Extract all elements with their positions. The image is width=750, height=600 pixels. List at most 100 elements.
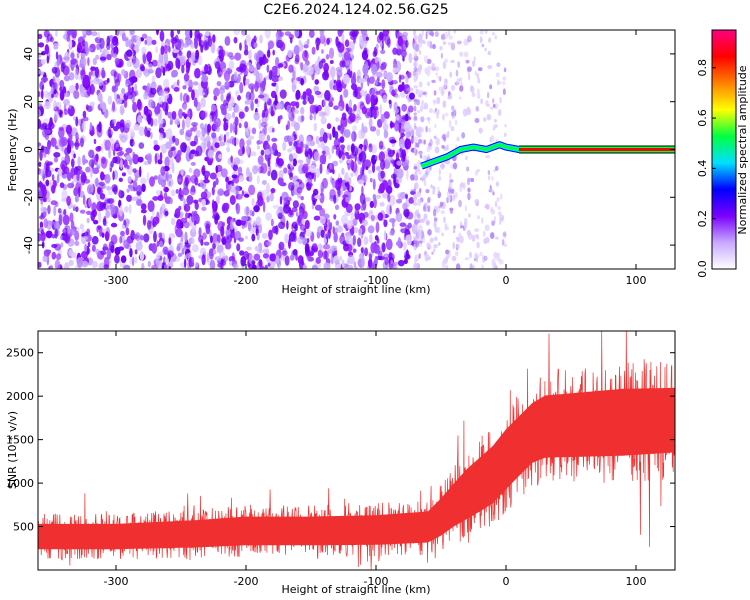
spectrogram-speckle	[255, 216, 262, 226]
spectrogram-speckle	[242, 146, 245, 155]
spectrogram-speckle	[171, 69, 179, 78]
spectrogram-speckle	[176, 30, 181, 35]
spectrogram-speckle	[191, 210, 195, 223]
spectrogram-speckle	[329, 162, 332, 170]
spectrogram-speckle	[381, 40, 384, 51]
spectrogram-speckle	[363, 211, 369, 218]
spectrogram-fade-speckle	[492, 191, 495, 196]
spectrogram-speckle	[331, 145, 335, 154]
spectrogram-fade-speckle	[457, 61, 461, 68]
spectrogram-speckle	[177, 252, 183, 257]
spectrogram-speckle	[120, 158, 123, 170]
spectrogram-speckle	[147, 68, 154, 74]
spectrogram-speckle	[389, 120, 393, 129]
spectrogram-fade-speckle	[455, 243, 460, 250]
spectrogram-speckle	[197, 235, 204, 243]
spectrogram-speckle	[265, 212, 272, 221]
spectrogram-speckle	[70, 140, 74, 149]
spectrogram-speckle	[379, 201, 385, 207]
spectrogram-speckle	[235, 137, 239, 146]
spectrogram-speckle	[232, 164, 239, 172]
spectrogram-speckle	[51, 174, 55, 182]
spectrogram-speckle	[313, 151, 320, 162]
spectrogram-speckle	[200, 191, 208, 200]
spectrogram-fade-speckle	[418, 81, 423, 88]
spectrogram-fade-speckle	[502, 76, 507, 81]
spectrogram-speckle	[345, 196, 350, 203]
spectrogram-fade-speckle	[421, 30, 425, 36]
spectrogram-speckle	[113, 89, 117, 102]
spectrogram-speckle	[86, 47, 93, 52]
spectrogram-speckle	[405, 234, 412, 242]
spectrogram-speckle	[363, 160, 370, 168]
spectrogram-speckle	[172, 135, 176, 143]
spectrogram-speckle	[316, 37, 320, 43]
spectrogram-speckle	[168, 236, 172, 246]
spectrogram-speckle	[410, 174, 416, 181]
spectrogram-fade-speckle	[432, 185, 436, 190]
spectrogram-fade-speckle	[481, 43, 485, 48]
spectrogram-speckle	[347, 254, 355, 265]
spectrogram-fade-speckle	[422, 105, 427, 110]
spectrogram-speckle	[162, 101, 168, 112]
spectrogram-fade-speckle	[433, 221, 437, 229]
spectrogram-speckle	[52, 179, 57, 190]
spectrogram-speckle	[311, 245, 315, 254]
spectrogram-speckle	[244, 121, 249, 129]
carrier-core	[519, 148, 675, 151]
spectrogram-speckle	[376, 34, 382, 44]
spectrogram-speckle	[344, 39, 350, 48]
spectrogram-speckle	[209, 235, 213, 244]
spectrogram-fade-speckle	[468, 213, 471, 218]
spectrogram-speckle	[205, 223, 211, 235]
spectrogram-fade-speckle	[482, 117, 487, 122]
spectrogram-speckle	[231, 252, 235, 262]
spectrogram-fade-speckle	[474, 70, 477, 77]
spectrogram-fade-speckle	[424, 253, 430, 262]
spectrogram-speckle	[206, 140, 211, 150]
spectrogram-speckle	[230, 230, 236, 239]
spectrogram-fade-speckle	[434, 31, 439, 38]
spectrogram-speckle	[283, 167, 288, 174]
spectrogram-fade-speckle	[413, 193, 417, 202]
spectrogram-speckle	[401, 149, 407, 160]
spectrogram-speckle	[71, 30, 77, 39]
spectrogram-fade-speckle	[473, 56, 476, 62]
spectrogram-speckle	[217, 220, 225, 232]
spectrogram-speckle	[181, 119, 185, 131]
spectrogram-fade-speckle	[417, 224, 423, 232]
spectrogram-fade-speckle	[469, 263, 473, 269]
spectrogram-speckle	[369, 234, 373, 244]
spectrogram-speckle	[351, 130, 355, 143]
spectrogram-speckle	[46, 55, 50, 64]
spectrogram-fade-speckle	[469, 251, 472, 259]
spectrogram-speckle	[45, 169, 52, 178]
spectrogram-speckle	[140, 209, 147, 214]
spectrogram-speckle	[113, 70, 117, 78]
spectrogram-speckle	[374, 56, 378, 64]
snr-y-ticks: 500 1000 1500 2000 2500	[6, 347, 675, 534]
spectrogram-speckle	[120, 135, 127, 143]
spectrogram-speckle	[385, 238, 393, 251]
spectrogram-speckle	[272, 49, 275, 56]
spectrogram-speckle	[193, 199, 199, 204]
spectrogram-speckle	[334, 260, 341, 269]
spectrogram-speckle	[121, 172, 127, 177]
spectrogram-speckle	[127, 176, 132, 183]
spectrogram-speckle	[211, 186, 215, 196]
spectrogram-speckle	[105, 158, 109, 164]
spectrogram-speckle	[163, 192, 168, 200]
spectrogram-speckle	[177, 149, 181, 157]
spectrogram-fade-speckle	[443, 216, 446, 224]
spectrogram-speckle	[275, 83, 279, 94]
spectrogram-speckle	[91, 235, 99, 245]
spectrogram-speckle	[53, 45, 59, 50]
spectrogram-fade-speckle	[418, 242, 423, 247]
spectrogram-speckle	[218, 154, 223, 160]
spectrogram-speckle	[350, 35, 357, 41]
spectrogram-fade-speckle	[476, 235, 480, 240]
spectrogram-speckle	[98, 181, 106, 187]
spectrogram-speckle	[372, 178, 376, 191]
spectrogram-speckle	[231, 138, 236, 146]
spectrogram-speckle	[277, 176, 284, 186]
